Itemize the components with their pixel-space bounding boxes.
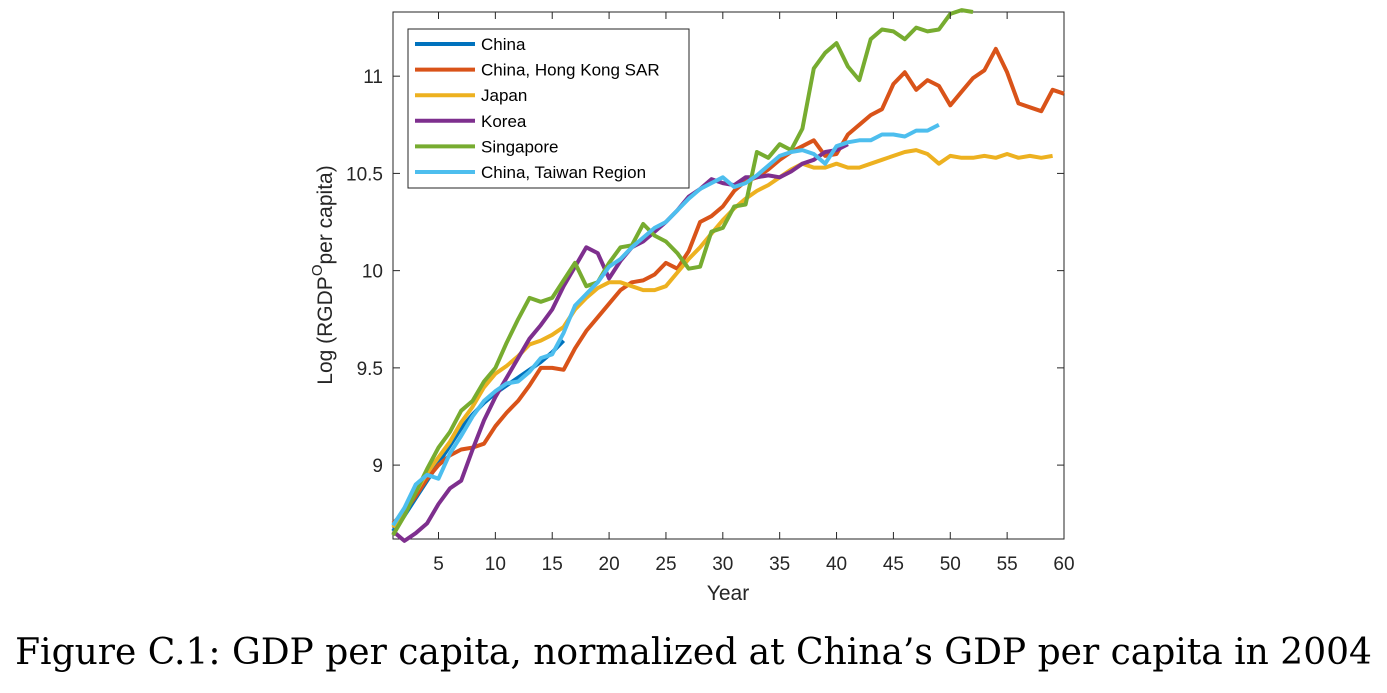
- line-chart: 5 10 15 20 25 30 35 40 45 50 55 60 9 9.5 10 10.5 11 Yea…: [309, 8, 1075, 605]
- x-tick-label: 25: [655, 554, 676, 575]
- x-tick-label: 10: [485, 554, 506, 575]
- legend-label-0: China: [481, 35, 526, 54]
- figure-caption: Figure C.1: GDP per capita, normalized a…: [15, 632, 1372, 673]
- x-tick-label: 40: [826, 554, 847, 575]
- x-tick-label: 20: [599, 554, 620, 575]
- legend-box: [407, 28, 690, 189]
- y-tick-label: 10: [362, 262, 383, 283]
- y-axis-ticks: 9 9.5 10 10.5 11: [346, 67, 1064, 477]
- x-tick-label: 15: [542, 554, 563, 575]
- x-tick-label: 5: [433, 554, 444, 575]
- y-tick-label: 11: [363, 67, 383, 88]
- x-tick-label: 60: [1053, 554, 1074, 575]
- legend-label-1: China, Hong Kong SAR: [481, 61, 660, 80]
- series-line-5: [391, 123, 940, 527]
- legend: China China, Hong Kong SAR Japan Korea Singa…: [407, 28, 690, 189]
- series-layer: [391, 8, 1065, 543]
- series-line-4: [391, 8, 974, 537]
- y-tick-label: 9.5: [357, 359, 383, 380]
- y-tick-label: 9: [372, 456, 383, 477]
- legend-label-2: Japan: [481, 86, 527, 105]
- y-tick-label: 10.5: [346, 164, 383, 185]
- x-tick-label: 35: [769, 554, 790, 575]
- x-tick-label: 50: [940, 554, 961, 575]
- x-axis-title: Year: [707, 582, 749, 605]
- x-tick-label: 30: [712, 554, 733, 575]
- legend-label-3: Korea: [481, 112, 527, 131]
- x-tick-label: 55: [997, 554, 1018, 575]
- series-line-1: [391, 46, 1065, 525]
- legend-label-5: China, Taiwan Region: [481, 163, 646, 182]
- y-axis-title: Log (RGDPOper capita): [309, 165, 337, 384]
- x-tick-label: 45: [883, 554, 904, 575]
- series-line-2: [391, 148, 1053, 529]
- x-axis-ticks: 5 10 15 20 25 30 35 40 45 50 55 60: [433, 12, 1075, 575]
- legend-label-4: Singapore: [481, 137, 559, 156]
